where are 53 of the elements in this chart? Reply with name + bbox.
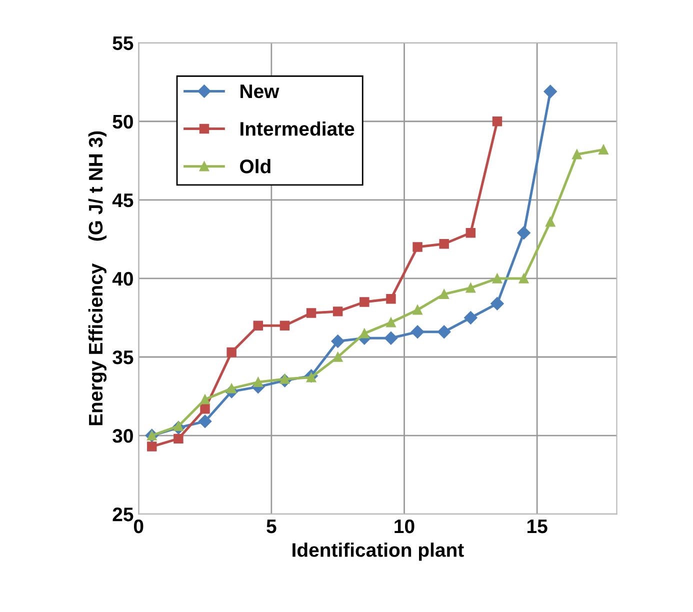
legend-label: New (240, 84, 280, 98)
point (253, 377, 264, 387)
y-tick-label: 45 (112, 194, 134, 208)
point (518, 274, 529, 284)
point (226, 347, 236, 358)
y-tick-label: 35 (112, 350, 134, 364)
y-tick-label: 50 (112, 114, 133, 129)
y-tick-label: 30 (112, 429, 133, 443)
point (360, 297, 370, 307)
x-tick-label: 5 (266, 520, 276, 534)
point (466, 228, 476, 238)
y-tick-label: 40 (112, 272, 133, 286)
point (544, 84, 557, 98)
point (386, 318, 396, 328)
point (147, 442, 157, 452)
point (386, 294, 396, 304)
point (490, 297, 504, 310)
point (410, 325, 424, 338)
point (412, 242, 422, 252)
point (174, 434, 184, 444)
point (360, 328, 370, 338)
point (306, 308, 316, 318)
point (492, 274, 502, 284)
point (438, 325, 451, 338)
x-axis-title: Identification plant (292, 542, 464, 561)
point (198, 414, 212, 428)
point (332, 306, 343, 316)
point (384, 332, 398, 345)
point (226, 384, 236, 394)
point (280, 320, 290, 330)
y-axis-title: Energy Efficiency (G J/ t NH 3) (88, 131, 107, 426)
point (200, 404, 210, 414)
point (332, 352, 343, 362)
x-tick-label: 15 (527, 520, 548, 534)
y-tick-label: 25 (112, 508, 134, 522)
point (200, 394, 210, 404)
x-tick-label: 0 (134, 519, 144, 534)
point (439, 239, 449, 249)
legend-label: Old (240, 159, 270, 174)
point (545, 217, 556, 227)
point (464, 311, 478, 324)
y-tick-label: 55 (112, 36, 134, 50)
point (439, 289, 449, 300)
point (412, 305, 422, 315)
point (598, 144, 608, 155)
point (517, 226, 530, 240)
point (253, 320, 264, 330)
x-tick-label: 10 (394, 519, 414, 534)
legend-label: Intermediate (240, 121, 354, 136)
point (331, 334, 344, 348)
point (572, 150, 582, 160)
point (466, 283, 476, 293)
point (492, 116, 502, 126)
